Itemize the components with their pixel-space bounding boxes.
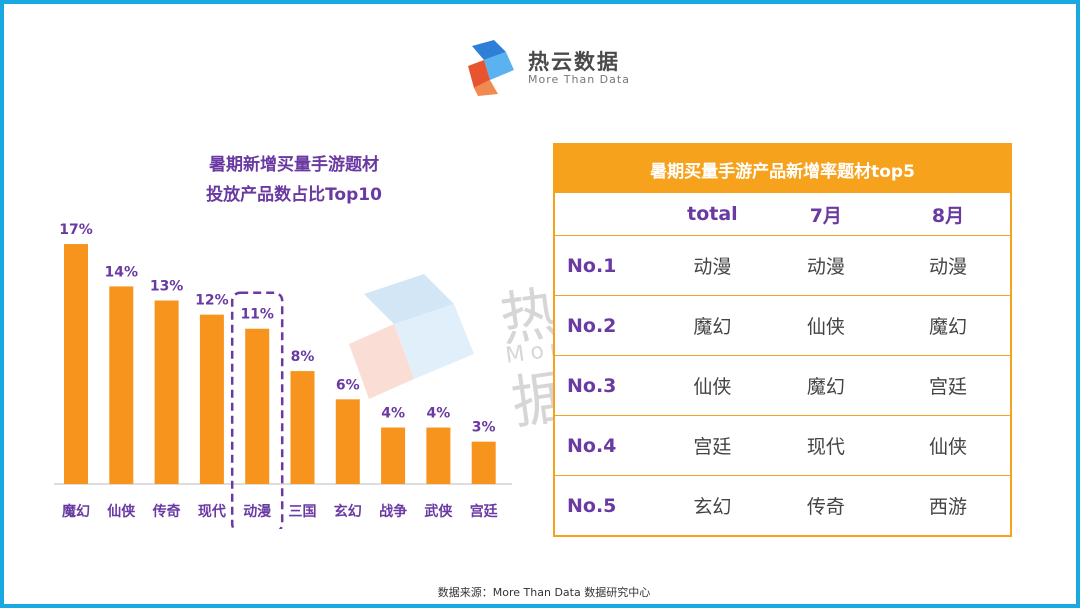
column-header: 8月 — [931, 204, 965, 227]
table-cell: 仙侠 — [806, 316, 845, 338]
brand-tagline: More Than Data — [528, 73, 630, 86]
table-row: No.5 玄幻 传奇 西游 — [555, 475, 1010, 535]
bar — [199, 314, 224, 484]
table-body: total 7月 8月 No.1 动漫 动漫 动漫 No.2 魔幻 仙侠 魔幻 No.3 仙侠 魔幻 宫廷 N… — [555, 193, 1010, 535]
top5-table: 暑期买量手游产品新增率题材top5 total 7月 8月 No.1 动漫 动漫 动漫 No.… — [553, 143, 1012, 537]
cube-logo-icon — [468, 40, 514, 96]
bar — [381, 427, 406, 484]
rank-cell: No.3 — [567, 374, 617, 397]
chart-title-line-2: 投放产品数占比Top10 — [206, 185, 382, 205]
bar — [335, 399, 360, 484]
bar — [426, 427, 451, 484]
table-row: No.1 动漫 动漫 动漫 — [555, 235, 1010, 295]
value-label: 4% — [427, 406, 451, 422]
bar — [290, 371, 315, 484]
category-label: 三国 — [289, 504, 317, 520]
brand-logo: 热云数据 More Than Data — [464, 40, 664, 96]
table-cell: 宫廷 — [693, 436, 732, 458]
value-label: 6% — [336, 377, 360, 393]
category-label: 玄幻 — [334, 503, 362, 520]
value-label: 13% — [150, 279, 184, 295]
value-label: 11% — [240, 307, 274, 323]
value-label: 4% — [381, 406, 405, 422]
value-label: 17% — [59, 222, 93, 238]
table-row: No.3 仙侠 魔幻 宫廷 — [555, 355, 1010, 415]
column-header: total — [687, 203, 738, 225]
highlight-box — [230, 291, 284, 529]
table-row: No.2 魔幻 仙侠 魔幻 — [555, 295, 1010, 355]
chart-title-line-1: 暑期新增买量手游题材 — [209, 155, 379, 175]
value-label: 14% — [105, 264, 139, 280]
column-header: 7月 — [809, 204, 842, 227]
brand-name: 热云数据 — [528, 50, 620, 74]
table-cell: 魔幻 — [693, 316, 732, 338]
table-row: No.4 宫廷 现代 仙侠 — [555, 415, 1010, 475]
table-cell: 魔幻 — [806, 376, 845, 398]
rank-cell: No.1 — [567, 254, 617, 277]
category-label: 战争 — [379, 503, 407, 520]
table-title: 暑期买量手游产品新增率题材top5 — [555, 145, 1010, 193]
category-label: 宫廷 — [470, 503, 499, 520]
table-header-row: total 7月 8月 — [555, 193, 1010, 235]
rank-cell: No.2 — [567, 314, 617, 337]
bar — [64, 244, 88, 484]
chart-title: 暑期新增买量手游题材 投放产品数占比Top10 — [154, 150, 434, 210]
bar-chart: 17% 魔幻 14% 仙侠 13% 传奇 12% 现代 11% 动漫 8% 三国 6% 玄幻 4% 战争 4% 武… — [54, 222, 512, 529]
category-label: 武侠 — [424, 503, 453, 520]
table-cell: 动漫 — [928, 256, 967, 278]
category-label: 魔幻 — [62, 503, 90, 520]
table-cell: 现代 — [806, 436, 845, 458]
table-cell: 动漫 — [806, 256, 845, 278]
table-cell: 仙侠 — [693, 376, 732, 398]
category-label: 现代 — [198, 503, 226, 520]
table-cell: 西游 — [928, 496, 967, 518]
bar — [245, 328, 270, 484]
category-label: 仙侠 — [107, 503, 136, 520]
table-cell: 动漫 — [693, 256, 732, 278]
source-note: 数据来源：More Than Data 数据研究中心 — [437, 586, 651, 599]
rank-cell: No.4 — [567, 434, 617, 457]
table-cell: 玄幻 — [693, 496, 732, 518]
value-label: 8% — [291, 349, 315, 365]
value-label: 12% — [195, 293, 229, 309]
table-cell: 仙侠 — [928, 436, 967, 458]
bar — [109, 286, 134, 484]
category-label: 传奇 — [152, 503, 181, 520]
table-cell: 传奇 — [806, 496, 845, 518]
bar — [154, 300, 179, 484]
bar — [471, 441, 496, 484]
category-label: 动漫 — [243, 503, 272, 520]
value-label: 3% — [472, 420, 496, 436]
rank-cell: No.5 — [567, 494, 617, 517]
table-cell: 宫廷 — [928, 376, 967, 398]
table-cell: 魔幻 — [928, 316, 967, 338]
